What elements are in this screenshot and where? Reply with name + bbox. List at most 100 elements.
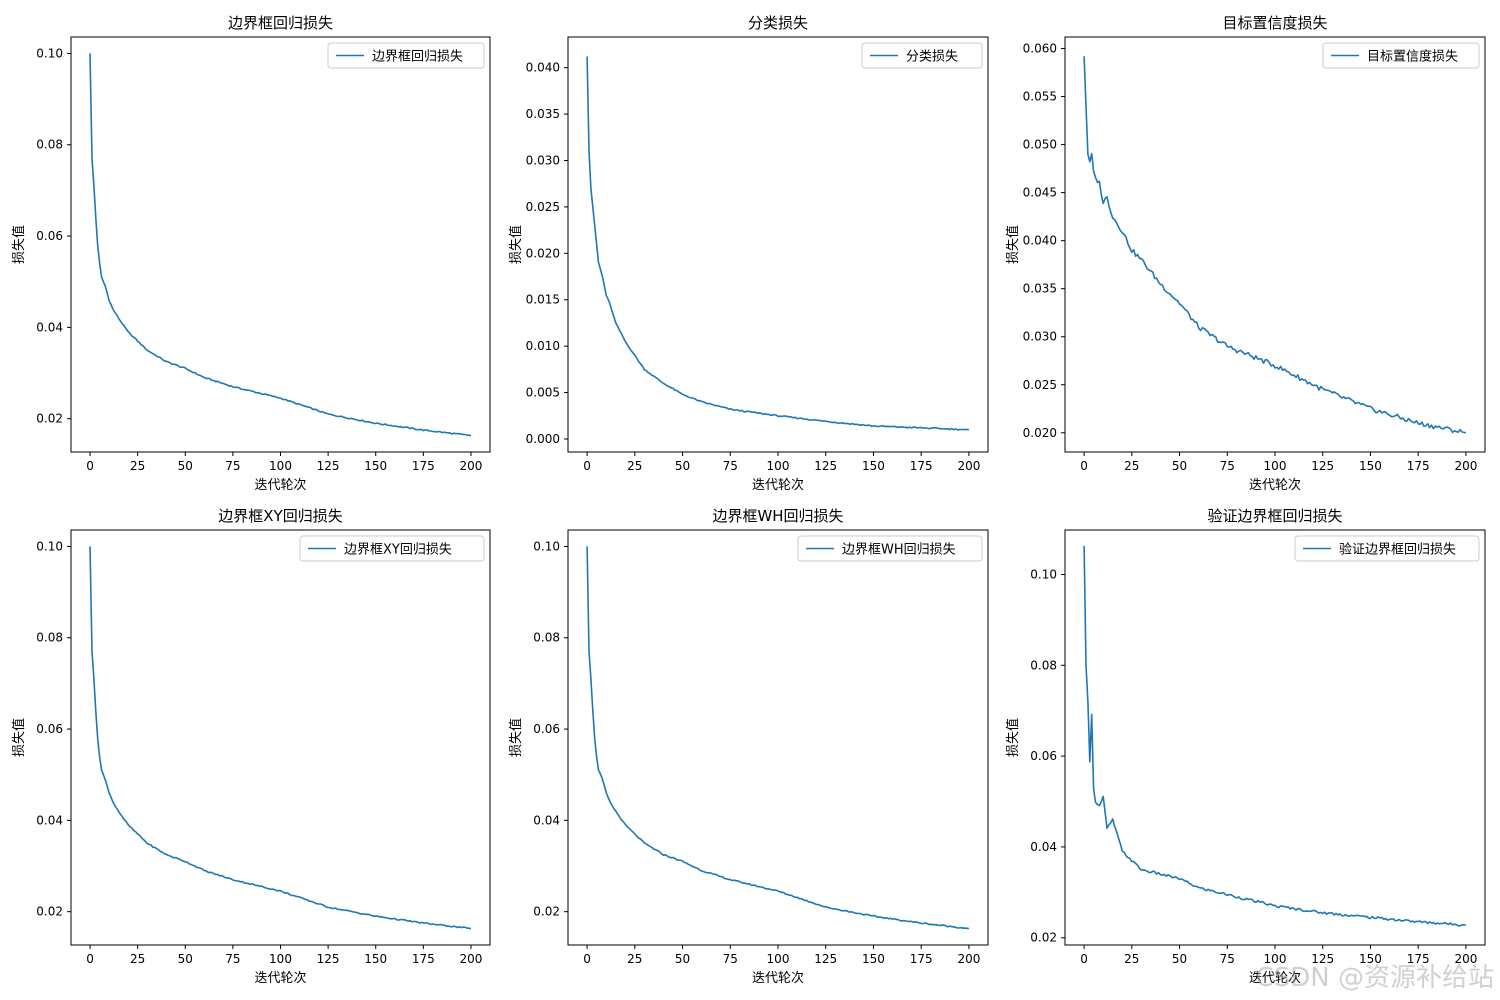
chart-title: 目标置信度损失 bbox=[1222, 14, 1327, 32]
x-tick-label: 125 bbox=[814, 952, 837, 966]
y-tick-label: 0.08 bbox=[36, 631, 63, 645]
x-tick-label: 75 bbox=[723, 459, 738, 473]
legend-label: 边界框XY回归损失 bbox=[344, 543, 452, 558]
y-tick-label: 0.08 bbox=[533, 631, 560, 645]
x-tick-label: 50 bbox=[1172, 952, 1187, 966]
x-tick-label: 175 bbox=[412, 459, 435, 473]
legend-box bbox=[1294, 535, 1480, 562]
x-tick-label: 0 bbox=[583, 952, 591, 966]
x-tick-label: 0 bbox=[583, 459, 591, 473]
y-axis-label: 损失值 bbox=[1005, 225, 1021, 264]
x-tick-label: 75 bbox=[723, 952, 738, 966]
plot-frame bbox=[70, 529, 491, 946]
x-tick-label: 100 bbox=[1264, 952, 1287, 966]
y-tick-label: 0.040 bbox=[1023, 234, 1057, 248]
chart-panel-5: 边界框WH回归损失 0 25 50 75 100 125 150 175 200 0.02 0.04 0… bbox=[508, 507, 989, 986]
x-tick-label: 75 bbox=[225, 459, 240, 473]
chart-panel-4: 边界框XY回归损失 0 25 50 75 100 125 150 175 200 0.02 0.04 0… bbox=[11, 507, 491, 986]
y-tick-label: 0.015 bbox=[526, 293, 560, 307]
y-tick-label: 0.010 bbox=[526, 339, 560, 353]
chart-title: 边界框XY回归损失 bbox=[218, 507, 342, 525]
y-axis-label: 损失值 bbox=[11, 225, 27, 264]
y-tick-label: 0.10 bbox=[36, 539, 63, 553]
x-axis-label: 迭代轮次 bbox=[1249, 477, 1301, 493]
y-axis-label: 损失值 bbox=[1005, 718, 1021, 757]
x-tick-label: 200 bbox=[1454, 459, 1477, 473]
y-tick-label: 0.08 bbox=[1030, 658, 1057, 672]
y-tick-label: 0.030 bbox=[526, 153, 560, 167]
x-tick-label: 50 bbox=[1172, 459, 1187, 473]
y-tick-label: 0.06 bbox=[36, 229, 63, 243]
x-tick-label: 200 bbox=[957, 459, 980, 473]
x-tick-label: 50 bbox=[675, 952, 690, 966]
x-tick-label: 150 bbox=[364, 952, 387, 966]
chart-title: 分类损失 bbox=[748, 14, 808, 32]
x-axis-label: 迭代轮次 bbox=[254, 970, 306, 986]
x-tick-label: 50 bbox=[178, 459, 193, 473]
legend-box bbox=[1322, 42, 1480, 69]
x-tick-label: 150 bbox=[1359, 459, 1382, 473]
x-tick-label: 175 bbox=[1407, 952, 1430, 966]
y-tick-label: 0.10 bbox=[533, 539, 560, 553]
x-tick-label: 25 bbox=[627, 459, 642, 473]
legend-label: 目标置信度损失 bbox=[1367, 49, 1458, 65]
x-tick-label: 50 bbox=[675, 459, 690, 473]
x-axis-label: 迭代轮次 bbox=[254, 477, 306, 493]
plot-frame bbox=[70, 36, 491, 453]
x-tick-label: 175 bbox=[412, 952, 435, 966]
x-tick-label: 175 bbox=[910, 459, 933, 473]
x-tick-label: 175 bbox=[910, 952, 933, 966]
x-axis-label: 迭代轮次 bbox=[752, 477, 804, 493]
x-tick-label: 75 bbox=[225, 952, 240, 966]
y-tick-label: 0.02 bbox=[533, 905, 560, 919]
series-line bbox=[1083, 545, 1466, 927]
y-tick-label: 0.06 bbox=[36, 722, 63, 736]
plot-frame bbox=[567, 36, 989, 453]
legend-label: 边界框WH回归损失 bbox=[842, 543, 956, 558]
series-line bbox=[586, 546, 970, 930]
x-axis-label: 迭代轮次 bbox=[752, 970, 804, 986]
y-tick-label: 0.10 bbox=[36, 46, 63, 60]
legend-label: 边界框回归损失 bbox=[372, 50, 463, 65]
y-tick-label: 0.050 bbox=[1023, 138, 1057, 152]
x-tick-label: 75 bbox=[1220, 459, 1235, 473]
plot-frame bbox=[1064, 529, 1486, 946]
y-tick-label: 0.08 bbox=[36, 138, 63, 152]
chart-title: 验证边界框回归损失 bbox=[1207, 507, 1342, 525]
y-tick-label: 0.035 bbox=[1023, 282, 1057, 296]
y-tick-label: 0.035 bbox=[526, 107, 560, 121]
x-tick-label: 200 bbox=[460, 459, 483, 473]
series-line bbox=[89, 546, 472, 930]
x-axis-label: 迭代轮次 bbox=[1249, 970, 1301, 986]
x-tick-label: 0 bbox=[86, 459, 94, 473]
x-tick-label: 25 bbox=[130, 952, 145, 966]
legend-label: 验证边界框回归损失 bbox=[1339, 542, 1456, 558]
y-axis-label: 损失值 bbox=[11, 718, 27, 757]
legend-box bbox=[299, 535, 485, 562]
y-tick-label: 0.06 bbox=[533, 722, 560, 736]
watermark: CSDN @资源补给站 bbox=[1255, 963, 1494, 993]
y-tick-label: 0.10 bbox=[1030, 567, 1057, 581]
y-tick-label: 0.02 bbox=[36, 905, 63, 919]
x-tick-label: 125 bbox=[814, 459, 837, 473]
y-tick-label: 0.000 bbox=[526, 432, 560, 446]
chart-panel-6: 验证边界框回归损失 0 25 50 75 100 125 150 175 200 0.02 0.04 0… bbox=[1005, 507, 1486, 986]
x-tick-label: 75 bbox=[1220, 952, 1235, 966]
x-tick-label: 125 bbox=[317, 952, 340, 966]
y-tick-label: 0.055 bbox=[1023, 90, 1057, 104]
chart-title: 边界框WH回归损失 bbox=[712, 507, 843, 525]
x-tick-label: 0 bbox=[86, 952, 94, 966]
x-tick-label: 0 bbox=[1080, 952, 1088, 966]
y-tick-label: 0.020 bbox=[526, 246, 560, 260]
y-axis-label: 损失值 bbox=[508, 225, 524, 264]
x-tick-label: 150 bbox=[862, 952, 885, 966]
y-tick-label: 0.02 bbox=[36, 412, 63, 426]
plot-frame bbox=[567, 529, 989, 946]
legend-box bbox=[797, 535, 983, 562]
chart-panel-3: 目标置信度损失 0 25 50 75 100 125 150 175 200 0.020 0.025 0… bbox=[1005, 14, 1486, 493]
x-tick-label: 100 bbox=[767, 459, 790, 473]
x-tick-label: 100 bbox=[269, 952, 292, 966]
chart-panel-1: 边界框回归损失 0 25 50 75 100 125 150 175 200 0.02 0.04 0.0… bbox=[11, 14, 491, 493]
x-tick-label: 50 bbox=[178, 952, 193, 966]
